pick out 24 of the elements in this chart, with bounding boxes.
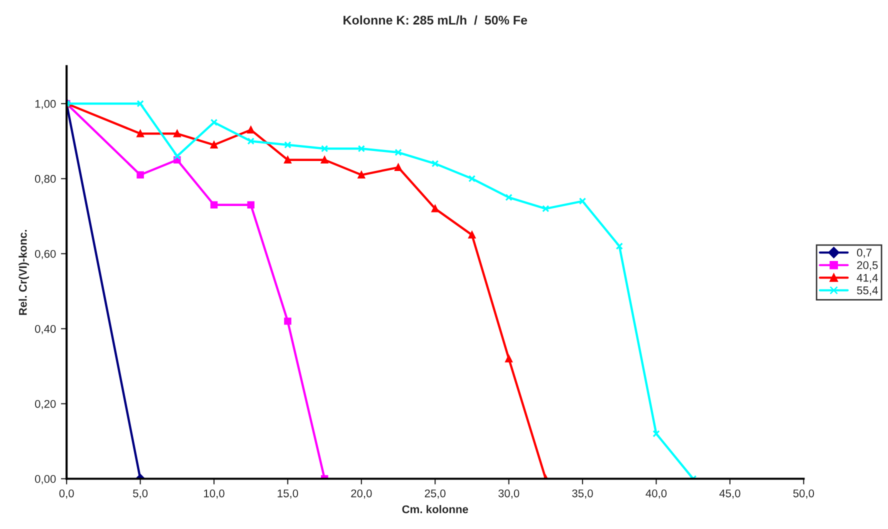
x-tick-label: 25,0	[424, 489, 446, 499]
x-tick-label: 5,0	[133, 489, 148, 499]
x-tick-label: 40,0	[646, 489, 667, 499]
legend-label: 41,4	[856, 274, 878, 284]
legend-label: 20,5	[857, 261, 878, 270]
x-axis-title: Cm. kolonne	[402, 505, 468, 514]
legend-label: 0,7	[857, 248, 872, 258]
y-tick-label: 0,40	[34, 324, 56, 334]
x-tick-label: 0,0	[59, 489, 74, 499]
x-tick-label: 15,0	[278, 489, 298, 499]
x-tick-label: 50,0	[793, 489, 814, 499]
y-tick-label: 0,60	[34, 250, 56, 260]
y-tick-label: 0,80	[34, 174, 56, 184]
y-tick-label: 0,20	[34, 400, 56, 410]
chart-title: Kolonne K: 285 mL/h / 50% Fe	[344, 15, 528, 25]
legend-label: 55,4	[857, 286, 878, 296]
y-tick-label: 0,00	[34, 475, 56, 484]
x-tick-label: 20,0	[351, 489, 372, 499]
y-axis-title: Rel. Cr(VI)-konc.	[18, 230, 30, 315]
x-tick-label: 35,0	[572, 489, 593, 499]
y-tick-label: 1,00	[35, 100, 56, 110]
x-tick-label: 10,0	[204, 489, 224, 499]
x-tick-label: 30,0	[498, 489, 520, 499]
x-tick-label: 45,0	[719, 489, 740, 499]
